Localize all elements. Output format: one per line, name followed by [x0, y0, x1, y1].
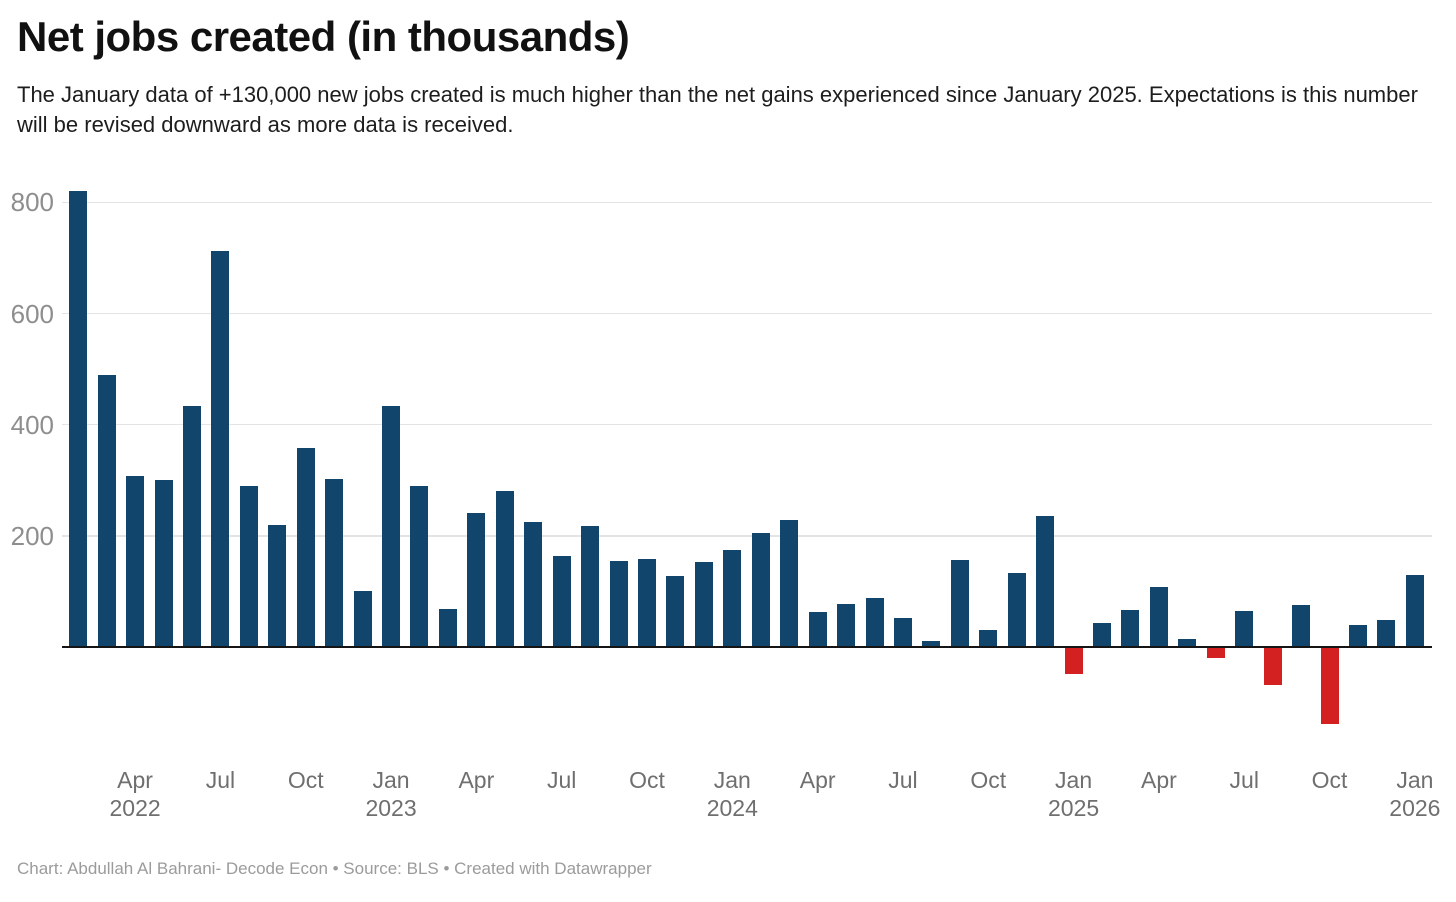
bar-oct-2023: [638, 558, 656, 647]
bar-oct-2024: [979, 629, 998, 647]
x-tick-month: Oct: [629, 767, 665, 793]
x-tick-month: Jul: [888, 767, 918, 793]
bar-mar-2024: [780, 520, 799, 647]
x-axis-tick-label: Apr: [458, 766, 494, 794]
bar-may-2025: [1178, 639, 1197, 647]
bar-feb-2023: [410, 485, 429, 647]
x-axis-tick-label: Oct: [970, 766, 1006, 794]
bar-sep-2024: [950, 560, 969, 647]
bar-nov-2025: [1349, 624, 1367, 647]
gridline-800: [62, 201, 1432, 204]
x-tick-month: Apr: [1141, 767, 1177, 793]
bar-feb-2022: [69, 191, 88, 647]
chart-footer: Chart: Abdullah Al Bahrani- Decode Econ …: [17, 859, 652, 878]
bar-dec-2025: [1377, 619, 1396, 647]
gridline-400: [62, 423, 1432, 426]
x-axis-tick-label: Oct: [288, 766, 324, 794]
x-tick-month: Oct: [287, 767, 324, 793]
x-tick-month: Jan: [372, 767, 410, 793]
y-axis-tick-label: 400: [10, 409, 54, 440]
bar-aug-2025: [1263, 647, 1282, 685]
bar-jul-2024: [893, 617, 912, 647]
gridline-600: [62, 312, 1432, 315]
bar-jul-2022: [211, 250, 230, 647]
bar-jul-2023: [552, 555, 571, 647]
x-tick-year: 2023: [365, 795, 417, 821]
x-axis-tick-label: Oct: [1312, 766, 1348, 794]
bar-oct-2025: [1320, 647, 1339, 724]
bar-nov-2022: [325, 478, 344, 647]
x-axis-tick-label: Apr: [1141, 766, 1177, 794]
bar-mar-2023: [438, 609, 457, 647]
bar-feb-2025: [1093, 622, 1112, 647]
x-axis-tick-label: Jul: [547, 766, 576, 794]
bar-dec-2022: [353, 591, 372, 647]
chart-description: The January data of +130,000 new jobs cr…: [17, 82, 1418, 137]
bar-jun-2024: [865, 598, 884, 647]
bar-mar-2022: [97, 374, 116, 647]
x-tick-month: Jul: [205, 767, 236, 793]
bar-sep-2025: [1292, 605, 1311, 647]
x-tick-month: Jul: [546, 767, 577, 793]
bar-jun-2022: [182, 405, 201, 647]
x-tick-year: 2025: [1048, 795, 1100, 821]
x-tick-year: 2024: [706, 795, 758, 821]
bar-may-2022: [154, 480, 173, 647]
x-tick-month: Apr: [117, 767, 153, 793]
x-tick-month: Jul: [1229, 767, 1259, 793]
bar-dec-2023: [694, 561, 713, 647]
x-axis-tick-label: Jul: [888, 766, 917, 794]
x-axis-tick-label: Apr: [800, 766, 836, 794]
bar-nov-2024: [1007, 572, 1026, 647]
bar-aug-2022: [239, 485, 258, 647]
bar-dec-2024: [1036, 515, 1055, 647]
x-tick-month: Jan: [1055, 767, 1093, 793]
bar-may-2023: [495, 491, 514, 647]
bar-jan-2025: [1064, 647, 1083, 674]
bar-apr-2025: [1149, 586, 1168, 647]
bar-mar-2025: [1121, 609, 1140, 647]
bar-oct-2022: [296, 448, 315, 647]
bar-may-2024: [837, 604, 856, 647]
y-axis-tick-label: 800: [10, 187, 54, 218]
bar-jan-2026: [1405, 574, 1424, 647]
bar-aug-2024: [922, 641, 941, 647]
y-axis-tick-label: 200: [10, 520, 54, 551]
x-axis-tick-label: Jul: [206, 766, 235, 794]
x-axis-tick-label: Oct: [629, 766, 665, 794]
x-tick-month: Apr: [458, 767, 495, 793]
y-axis-tick-label: 600: [10, 298, 54, 329]
bar-jun-2023: [524, 521, 543, 647]
x-tick-month: Jan: [713, 767, 751, 793]
x-axis-tick-label: Jan 2024: [707, 766, 758, 822]
x-axis-tick-label: Jan 2023: [365, 766, 416, 822]
x-tick-month: Oct: [1311, 767, 1348, 793]
bar-sep-2023: [609, 560, 628, 647]
x-tick-month: Oct: [970, 767, 1007, 793]
bar-apr-2023: [467, 513, 486, 647]
chart-title: Net jobs created (in thousands): [17, 13, 630, 60]
gridline-200: [62, 535, 1432, 537]
x-axis-baseline: [62, 645, 1432, 648]
bar-apr-2022: [126, 475, 145, 647]
bar-aug-2023: [581, 526, 600, 647]
bar-apr-2024: [808, 611, 827, 647]
x-tick-year: 2026: [1389, 795, 1441, 821]
bar-jan-2024: [723, 549, 742, 647]
x-axis-tick-label: Jan 2026: [1389, 766, 1440, 822]
x-tick-month: Apr: [799, 767, 836, 793]
bar-nov-2023: [666, 576, 685, 647]
bar-jul-2025: [1235, 611, 1254, 647]
bar-sep-2022: [268, 524, 287, 647]
bar-jan-2023: [382, 406, 401, 647]
x-tick-month: Jan: [1396, 767, 1434, 793]
x-axis-tick-label: Apr 2022: [109, 766, 160, 822]
bar-jun-2025: [1206, 647, 1225, 659]
x-axis-tick-label: Jul: [1230, 766, 1259, 794]
bar-feb-2024: [751, 533, 770, 647]
x-tick-year: 2022: [109, 795, 161, 821]
x-axis-tick-label: Jan 2025: [1048, 766, 1099, 822]
